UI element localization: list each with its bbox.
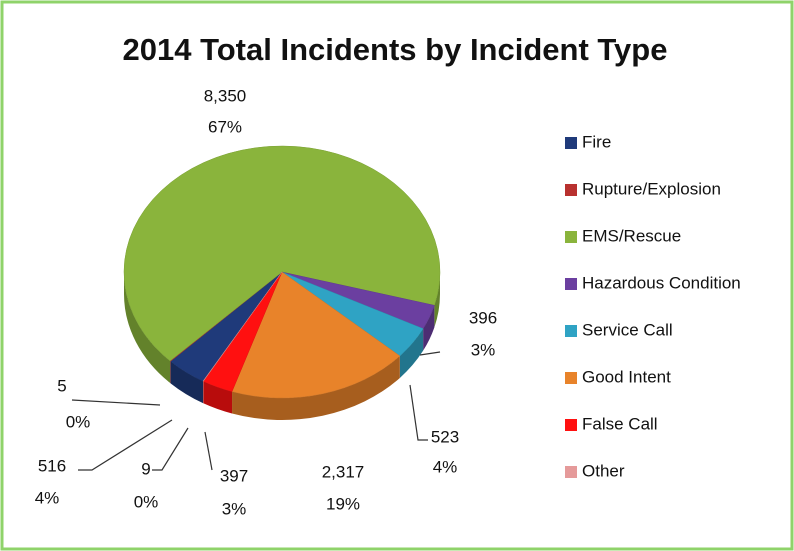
slice-side bbox=[434, 272, 441, 328]
percent-label: 3% bbox=[471, 340, 496, 359]
slice-side bbox=[399, 328, 424, 378]
value-label: 523 bbox=[431, 427, 459, 446]
legend-label: EMS/Rescue bbox=[582, 226, 681, 245]
value-label: 5 bbox=[57, 376, 66, 395]
legend-swatch bbox=[565, 278, 577, 290]
slice bbox=[202, 271, 283, 382]
percent-label: 4% bbox=[35, 488, 60, 507]
slice-side bbox=[232, 355, 400, 420]
leader-line bbox=[71, 399, 161, 406]
percent-label: 67% bbox=[208, 117, 242, 136]
legend-label: False Call bbox=[582, 414, 658, 433]
legend: Fire Rupture/Explosion EMS/Rescue Hazardous… bbox=[565, 132, 741, 480]
leader-line bbox=[152, 427, 189, 471]
leader-line bbox=[419, 351, 441, 356]
legend-label: Fire bbox=[582, 132, 611, 151]
percent-label: 19% bbox=[326, 494, 360, 513]
leader-line bbox=[409, 384, 428, 441]
leader-lines bbox=[71, 351, 441, 471]
legend-label: Service Call bbox=[582, 320, 673, 339]
percent-label: 0% bbox=[66, 412, 91, 431]
labels: 516 4% 9 0% 8,350 67% 396 3% 523 4% 2,317 19% 397 3% 5… bbox=[35, 86, 497, 518]
legend-swatch bbox=[565, 419, 577, 431]
percent-label: 4% bbox=[433, 457, 458, 476]
slice bbox=[231, 271, 401, 399]
legend-swatch bbox=[565, 231, 577, 243]
pie bbox=[123, 145, 441, 420]
legend-swatch bbox=[565, 184, 577, 196]
slice-side bbox=[203, 381, 233, 414]
legend-label: Rupture/Explosion bbox=[582, 179, 721, 198]
value-label: 516 bbox=[38, 456, 66, 475]
legend-swatch bbox=[565, 372, 577, 384]
legend-swatch bbox=[565, 466, 577, 478]
value-label: 9 bbox=[141, 459, 150, 478]
legend-swatch bbox=[565, 325, 577, 337]
chart-title: 2014 Total Incidents by Incident Type bbox=[123, 32, 668, 67]
value-label: 397 bbox=[220, 466, 248, 485]
leader-line bbox=[204, 431, 213, 471]
value-label: 8,350 bbox=[204, 86, 247, 105]
slice-side bbox=[170, 361, 203, 404]
percent-label: 0% bbox=[134, 492, 159, 511]
value-label: 2,317 bbox=[322, 462, 365, 481]
legend-label: Good Intent bbox=[582, 367, 671, 386]
slice-side bbox=[170, 360, 171, 384]
slice-side bbox=[123, 272, 171, 383]
slice bbox=[123, 145, 441, 362]
leader-line bbox=[78, 419, 173, 471]
value-label: 396 bbox=[469, 308, 497, 327]
slice-side bbox=[423, 305, 435, 351]
legend-label: Hazardous Condition bbox=[582, 273, 741, 292]
legend-label: Other bbox=[582, 461, 625, 480]
legend-swatch bbox=[565, 137, 577, 149]
percent-label: 3% bbox=[222, 499, 247, 518]
